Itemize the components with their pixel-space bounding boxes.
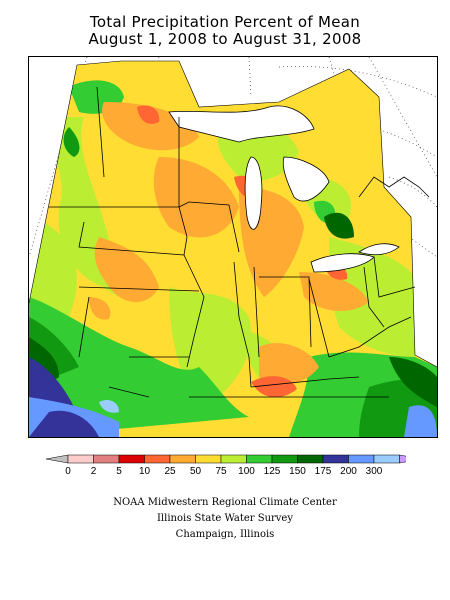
legend-swatch [195, 454, 222, 464]
legend-tick-label: 2 [90, 466, 97, 477]
domain-edge [29, 60, 437, 368]
legend-swatch [246, 454, 273, 464]
legend-tick-label: 75 [215, 466, 227, 477]
state-boundaries [49, 86, 416, 398]
legend-tick-label: 150 [289, 466, 306, 477]
legend-endcap-high [399, 454, 406, 464]
legend-tick-label: 125 [263, 466, 281, 477]
legend-swatch [93, 454, 120, 464]
legend-tick-label: 200 [340, 466, 357, 477]
legend-tick-label: 10 [138, 466, 151, 477]
legend-tick-label: 5 [116, 466, 122, 477]
legend-swatch [67, 454, 94, 464]
legend-tick-label: 300 [365, 466, 383, 477]
legend-tick-label: 50 [189, 466, 202, 477]
credit-survey: Illinois State Water Survey [156, 513, 293, 524]
map-frame [28, 56, 438, 438]
legend-endcap-low [45, 454, 69, 464]
legend-swatch [373, 454, 400, 464]
precip-fill [29, 61, 437, 437]
legend-swatch [297, 454, 324, 464]
legend-swatch [144, 454, 171, 464]
legend-tick-label: 0 [65, 466, 71, 477]
legend-colorbar [45, 454, 406, 464]
credit-location: Champaign, Illinois [175, 529, 275, 540]
legend-tick-label: 175 [314, 466, 332, 477]
lake-shorelines [168, 105, 430, 273]
legend-swatch [169, 454, 196, 464]
credit-organization: NOAA Midwestern Regional Climate Center [113, 497, 337, 508]
legend-swatch [118, 454, 145, 464]
legend-swatch [220, 454, 247, 464]
map-subtitle: August 1, 2008 to August 31, 2008 [88, 30, 362, 48]
legend-swatch [348, 454, 375, 464]
legend-swatch [271, 454, 298, 464]
legend-swatch [322, 454, 349, 464]
legend-tick-label: 25 [164, 466, 176, 477]
precipitation-map [29, 57, 437, 437]
map-title: Total Precipitation Percent of Mean [89, 13, 361, 31]
legend-tick-label: 100 [238, 466, 255, 477]
